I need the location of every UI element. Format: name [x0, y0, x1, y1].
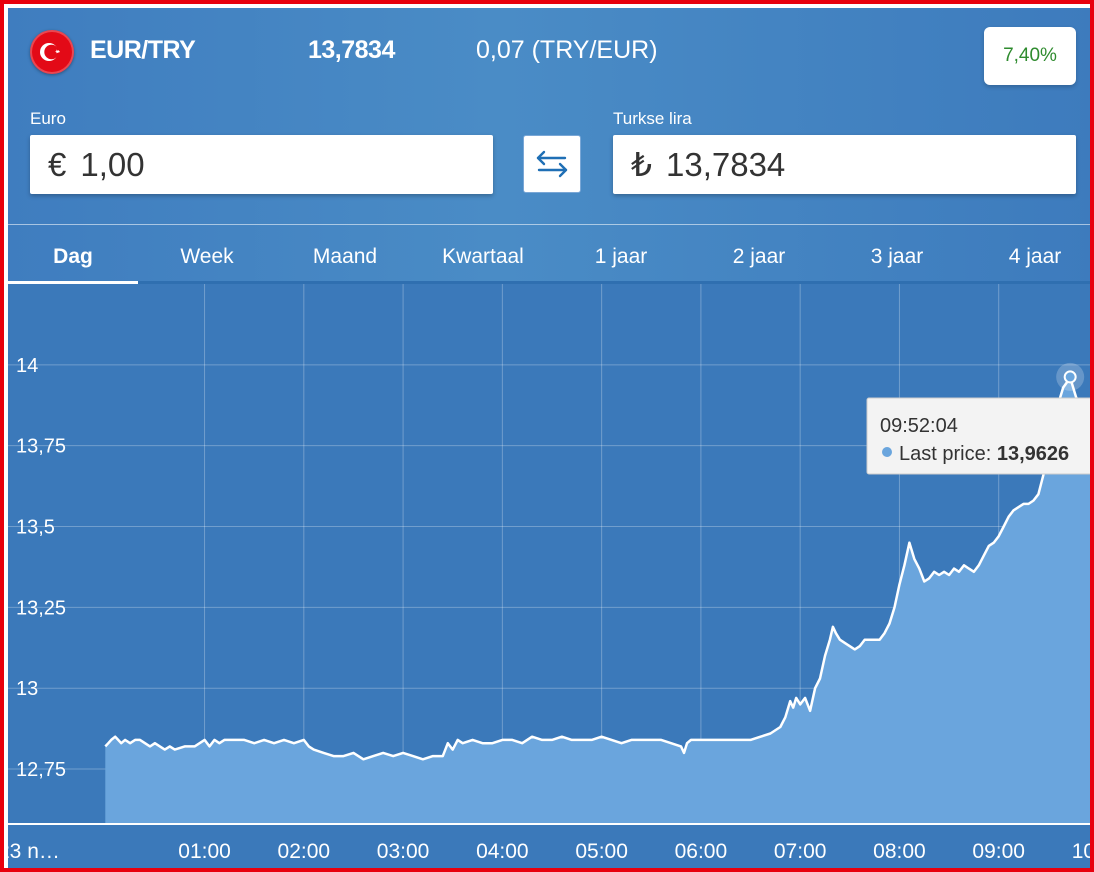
tab-underline: [8, 281, 1090, 284]
y-tick-label: 13,25: [16, 597, 66, 619]
x-tick-label: 03:00: [377, 840, 430, 863]
x-axis-labels: 23 n… 01:00 02:00 03:00 04:00 05:00 06:00 07:00…: [8, 840, 1094, 863]
active-tab-indicator: [8, 281, 138, 284]
y-tick-label: 12,75: [16, 759, 66, 781]
x-tick-label: 04:00: [476, 840, 529, 863]
swap-button[interactable]: [523, 135, 581, 193]
from-amount-input[interactable]: [80, 145, 411, 184]
tab-2-jaar[interactable]: 2 jaar: [732, 245, 786, 268]
y-tick-label: 13,5: [16, 517, 55, 539]
from-amount-field[interactable]: €: [30, 135, 493, 194]
highlight-point[interactable]: [1063, 370, 1077, 384]
divider: [8, 224, 1090, 225]
turkey-flag-icon: [30, 30, 74, 74]
x-tick-label: 23 n…: [8, 840, 60, 863]
inverse-rate: 0,07 (TRY/EUR): [476, 36, 658, 64]
tooltip-value: 13,9626: [997, 443, 1069, 465]
tab-4-jaar[interactable]: 4 jaar: [1008, 245, 1062, 268]
y-tick-label: 13: [16, 678, 38, 700]
exchange-rate: 13,7834: [308, 36, 395, 64]
euro-symbol: €: [48, 145, 67, 183]
y-tick-label: 14: [16, 355, 38, 377]
x-tick-label: 09:00: [972, 840, 1025, 863]
y-tick-label: 13,75: [16, 436, 66, 458]
to-amount-field[interactable]: ₺: [613, 135, 1076, 194]
x-tick-label: 05:00: [575, 840, 628, 863]
tooltip-price: Last price: 13,9626: [899, 443, 1069, 465]
price-tooltip: 09:52:04 Last price: 13,9626: [866, 397, 1090, 475]
tab-kwartaal[interactable]: Kwartaal: [442, 245, 524, 268]
to-amount-input[interactable]: [666, 145, 996, 184]
x-tick-label: 08:00: [873, 840, 926, 863]
tab-1-jaar[interactable]: 1 jaar: [594, 245, 648, 268]
price-area: [105, 377, 1090, 824]
swap-arrows-icon: [536, 150, 568, 178]
x-tick-label: 02:00: [278, 840, 331, 863]
x-tick-label: 10:00: [1072, 840, 1094, 863]
tab-maand[interactable]: Maand: [312, 245, 378, 268]
tab-dag[interactable]: Dag: [53, 245, 93, 268]
period-tabs: Dag Week Maand Kwartaal 1 jaar 2 jaar 3 …: [8, 237, 1090, 285]
y-axis-labels: 12,75 13 13,25 13,5 13,75 14: [16, 355, 66, 781]
price-chart[interactable]: 12,75 13 13,25 13,5 13,75 14 23 n… 01:00 02:00 0…: [8, 284, 1094, 872]
from-currency-label: Euro: [30, 109, 66, 128]
tooltip-time: 09:52:04: [880, 415, 958, 437]
x-tick-label: 07:00: [774, 840, 827, 863]
tooltip-series-marker: [882, 447, 892, 457]
tab-3-jaar[interactable]: 3 jaar: [870, 245, 924, 268]
change-percentage-badge: 7,40%: [984, 27, 1076, 85]
price-line: [104, 376, 1090, 761]
tab-week[interactable]: Week: [180, 245, 234, 268]
x-tick-label: 01:00: [178, 840, 231, 863]
tooltip-label: Last price:: [899, 443, 997, 465]
to-currency-label: Turkse lira: [613, 109, 692, 128]
currency-pair: EUR/TRY: [90, 36, 196, 64]
currency-widget: EUR/TRY 13,7834 0,07 (TRY/EUR) 7,40% Eur…: [8, 8, 1094, 872]
tooltip-box: [866, 397, 1090, 475]
lira-symbol: ₺: [631, 146, 652, 183]
x-tick-label: 06:00: [675, 840, 728, 863]
